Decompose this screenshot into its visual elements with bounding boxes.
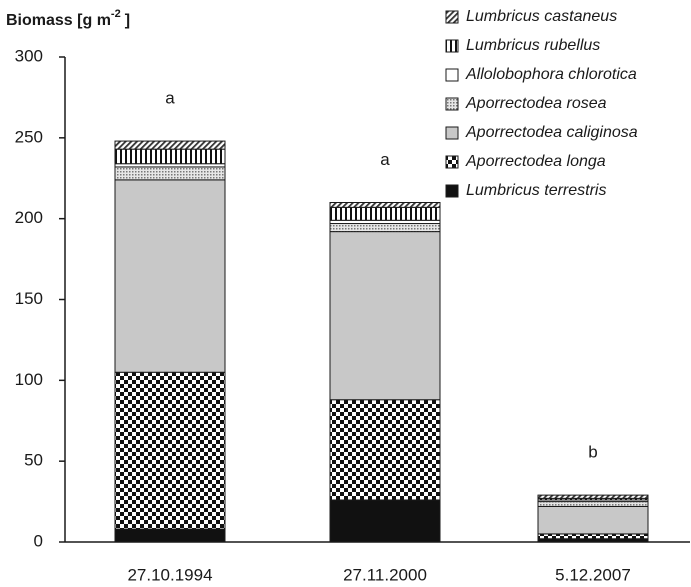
legend-swatch <box>445 68 459 82</box>
x-tick-label: 27.11.2000 <box>343 565 427 584</box>
bar-segment <box>329 223 441 233</box>
bar-segment <box>329 206 441 221</box>
y-label-text: Biomass [g m <box>6 12 111 29</box>
annotation: a <box>165 89 175 108</box>
bar-segment <box>114 140 226 150</box>
y-label-suffix: ] <box>125 12 130 29</box>
bar-segment <box>537 494 649 499</box>
y-tick-label: 100 <box>15 370 43 389</box>
bar-segment <box>537 501 649 507</box>
annotation: b <box>588 443 597 462</box>
annotation: a <box>380 150 390 169</box>
legend-label: Aporrectodea longa <box>465 153 606 170</box>
y-tick-label: 250 <box>15 127 43 146</box>
legend-label: Aporrectodea rosea <box>465 95 607 112</box>
y-label-sup: -2 <box>111 8 121 20</box>
y-tick-label: 0 <box>34 531 43 550</box>
bar-segment <box>329 399 441 501</box>
legend-swatch <box>445 97 459 111</box>
bar-segment <box>114 371 226 530</box>
legend-label: Aporrectodea caliginosa <box>465 124 638 141</box>
legend-swatch <box>445 126 459 140</box>
bar-segment <box>114 528 226 543</box>
bar-segment <box>114 148 226 165</box>
legend-swatch <box>445 39 459 53</box>
x-tick-label: 27.10.1994 <box>127 565 212 584</box>
legend-swatch <box>445 10 459 24</box>
legend-swatch <box>445 155 459 169</box>
legend-label: Allolobophora chlorotica <box>465 66 637 83</box>
bar-segment <box>537 533 649 540</box>
y-tick-label: 50 <box>24 451 43 470</box>
legend-label: Lumbricus rubellus <box>466 37 600 54</box>
legend-swatch <box>445 184 459 198</box>
bar-segment <box>329 231 441 401</box>
bar-segment <box>114 166 226 181</box>
bar-segment <box>329 202 441 208</box>
y-tick-label: 150 <box>15 289 43 308</box>
bar-segment <box>329 499 441 543</box>
x-tick-label: 5.12.2007 <box>555 565 631 584</box>
y-tick-label: 300 <box>15 46 43 65</box>
legend-label: Lumbricus castaneus <box>466 8 617 25</box>
bar-segment <box>537 505 649 535</box>
y-tick-label: 200 <box>15 208 43 227</box>
y-axis-label: Biomass [g m-2] <box>6 8 130 29</box>
legend-label: Lumbricus terrestris <box>466 182 606 199</box>
bar-segment <box>114 179 226 373</box>
